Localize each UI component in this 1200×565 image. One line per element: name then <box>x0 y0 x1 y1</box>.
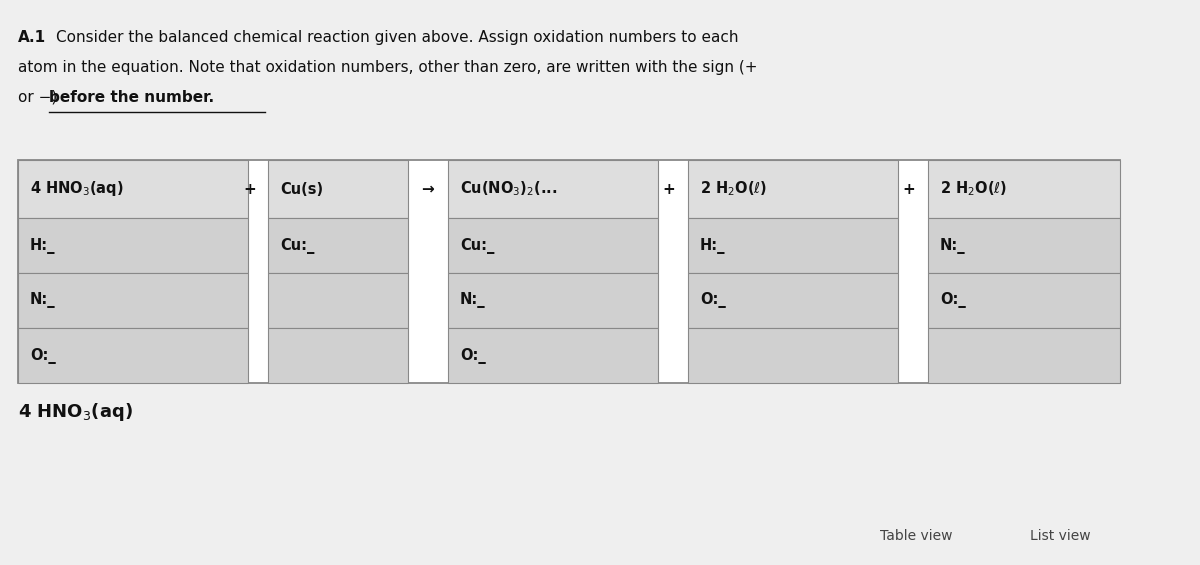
Bar <box>928 218 1120 273</box>
Bar <box>448 328 658 383</box>
Text: O:_: O:_ <box>460 347 486 363</box>
Text: Cu(s): Cu(s) <box>280 181 323 197</box>
Text: 4 HNO$_3$(aq): 4 HNO$_3$(aq) <box>18 401 133 423</box>
Text: A.1: A.1 <box>18 30 46 45</box>
Bar <box>448 273 658 328</box>
Text: 4 HNO$_3$(aq): 4 HNO$_3$(aq) <box>30 180 124 198</box>
Text: 2 H$_2$O($\ell$): 2 H$_2$O($\ell$) <box>940 180 1007 198</box>
Text: →: → <box>421 181 434 197</box>
Bar <box>18 160 1120 383</box>
Bar <box>18 328 248 383</box>
Text: O:_: O:_ <box>30 347 55 363</box>
Bar <box>268 328 408 383</box>
Bar <box>18 160 248 218</box>
Bar <box>928 328 1120 383</box>
Text: O:_: O:_ <box>700 293 726 308</box>
Text: before the number.: before the number. <box>49 90 214 105</box>
Text: Cu:_: Cu:_ <box>460 237 494 254</box>
Text: +: + <box>662 181 676 197</box>
Text: H:_: H:_ <box>700 237 726 254</box>
Bar <box>18 273 248 328</box>
Text: List view: List view <box>1030 529 1091 543</box>
Text: Cu(NO$_3$)$_2$(...: Cu(NO$_3$)$_2$(... <box>460 180 557 198</box>
Bar <box>688 328 898 383</box>
Bar <box>18 218 248 273</box>
Text: H:_: H:_ <box>30 237 55 254</box>
Bar <box>268 273 408 328</box>
Text: O:_: O:_ <box>940 293 966 308</box>
Bar <box>928 160 1120 218</box>
Bar <box>268 160 408 218</box>
Text: Consider the balanced chemical reaction given above. Assign oxidation numbers to: Consider the balanced chemical reaction … <box>56 30 738 45</box>
Text: 2 H$_2$O($\ell$): 2 H$_2$O($\ell$) <box>700 180 767 198</box>
Text: +: + <box>244 181 257 197</box>
Bar <box>928 273 1120 328</box>
Text: +: + <box>902 181 916 197</box>
Text: atom in the equation. Note that oxidation numbers, other than zero, are written : atom in the equation. Note that oxidatio… <box>18 60 757 75</box>
Bar <box>688 273 898 328</box>
Text: Table view: Table view <box>880 529 953 543</box>
Bar <box>448 218 658 273</box>
Bar <box>688 160 898 218</box>
Text: Cu:_: Cu:_ <box>280 237 314 254</box>
Bar <box>448 160 658 218</box>
Text: N:_: N:_ <box>940 237 966 254</box>
Bar <box>688 218 898 273</box>
Text: N:_: N:_ <box>30 293 55 308</box>
Text: or −): or −) <box>18 90 62 105</box>
Text: N:_: N:_ <box>460 293 486 308</box>
Bar <box>268 218 408 273</box>
